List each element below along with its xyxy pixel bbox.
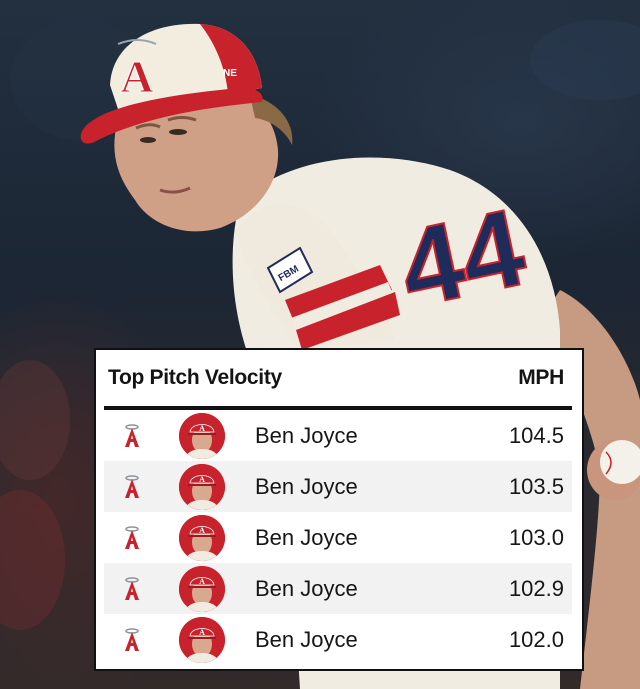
- angels-logo-icon: [125, 627, 139, 651]
- velocity-value: 104.5: [508, 422, 564, 448]
- svg-text:A: A: [199, 628, 205, 637]
- table-row: A Ben Joyce 102.0: [104, 614, 572, 665]
- new-era-logo-icon: NE: [223, 68, 237, 79]
- player-headshot-icon: A: [179, 616, 225, 663]
- fbm-patch: FBM: [266, 246, 314, 294]
- angels-logo-icon: [125, 474, 139, 498]
- cap-logo-icon: A: [120, 51, 153, 102]
- player-headshot-icon: A: [179, 565, 225, 612]
- table-header: Top Pitch Velocity MPH: [96, 350, 582, 406]
- baseball-cap: A NE: [80, 23, 263, 144]
- angels-logo-icon: [125, 525, 139, 549]
- player-headshot-icon: A: [179, 412, 225, 459]
- baseball-icon: [600, 440, 640, 484]
- velocity-table: Top Pitch Velocity MPH A Ben Joy: [94, 348, 584, 671]
- table-title: Top Pitch Velocity: [108, 366, 282, 389]
- player-name: Ben Joyce: [255, 524, 358, 550]
- player-name: Ben Joyce: [255, 422, 358, 448]
- angels-logo-icon: [125, 423, 139, 447]
- jersey-number: 44: [390, 185, 535, 331]
- player-name: Ben Joyce: [255, 473, 358, 499]
- svg-text:A: A: [199, 424, 205, 433]
- velocity-value: 103.5: [508, 473, 564, 499]
- angels-logo-icon: [125, 576, 139, 600]
- table-row: A Ben Joyce 104.5: [104, 410, 572, 461]
- table-row: A Ben Joyce 103.0: [104, 512, 572, 563]
- svg-text:A: A: [199, 475, 205, 484]
- velocity-value: 103.0: [508, 524, 564, 550]
- table-row: A Ben Joyce 102.9: [104, 563, 572, 614]
- header-divider: [104, 406, 572, 410]
- player-name: Ben Joyce: [255, 575, 358, 601]
- player-name: Ben Joyce: [255, 626, 358, 652]
- mph-column-header: MPH: [518, 366, 564, 389]
- svg-text:A: A: [199, 577, 205, 586]
- svg-text:A: A: [199, 526, 205, 535]
- table-row: A Ben Joyce 103.5: [104, 461, 572, 512]
- player-headshot-icon: A: [179, 514, 225, 561]
- player-headshot-icon: A: [179, 463, 225, 510]
- velocity-value: 102.9: [508, 575, 564, 601]
- velocity-value: 102.0: [508, 626, 564, 652]
- table-body: A Ben Joyce 104.5 A: [104, 410, 572, 665]
